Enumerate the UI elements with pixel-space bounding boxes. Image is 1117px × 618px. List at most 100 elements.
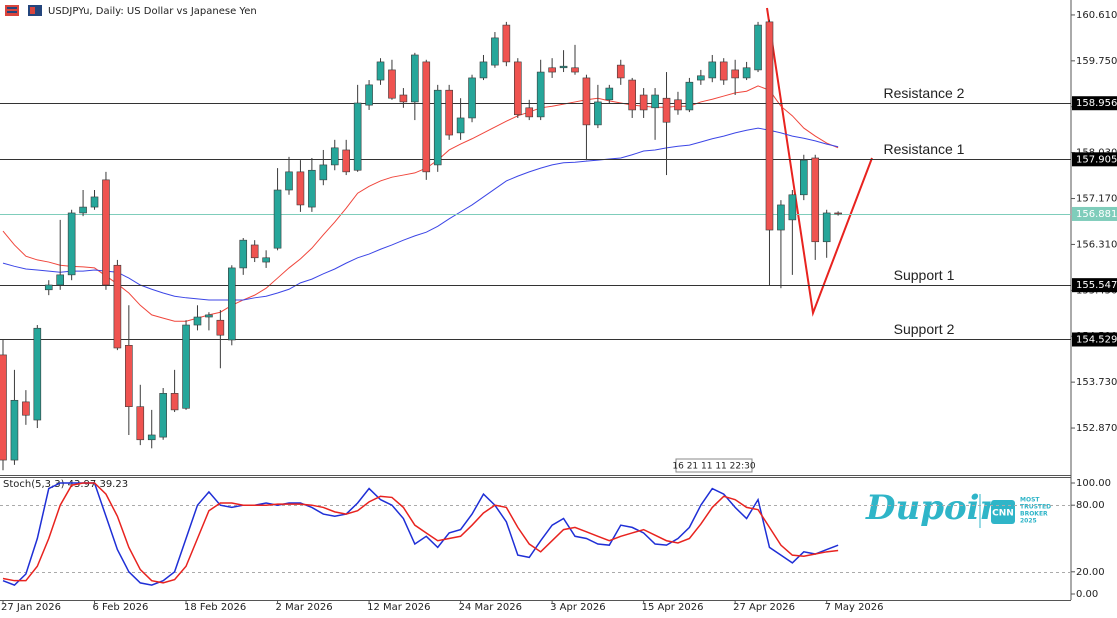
- candle-body: [182, 324, 190, 409]
- candle-body: [22, 401, 30, 416]
- stoch-line: [2, 482, 839, 586]
- time-box: [675, 458, 753, 473]
- current-price-label: 156.881: [1076, 209, 1117, 220]
- chart-title: USDJPYu, Daily: US Dollar vs Japanese Ye…: [48, 6, 257, 17]
- candle-body: [353, 102, 362, 171]
- icon: [7, 11, 17, 13]
- candle-body: [754, 24, 762, 71]
- main-panel: [0, 19, 1071, 471]
- candle-body: [548, 67, 556, 73]
- candle-body: [90, 196, 99, 208]
- zigzag-drawing: [766, 7, 873, 317]
- candle-body: [571, 67, 579, 73]
- candle-body: [159, 393, 167, 438]
- candle-body: [822, 212, 831, 243]
- candle-body: [365, 84, 373, 106]
- candle-body: [685, 81, 694, 111]
- candle-body: [525, 107, 534, 118]
- candle-body: [719, 61, 728, 81]
- symbol-icons: [5, 5, 42, 16]
- logo-tagline: 2025: [1020, 518, 1037, 525]
- logo-brand: Dupoin: [865, 488, 1004, 528]
- time-box-label: 16 21 11 11 22:30: [672, 462, 755, 472]
- stoch-line: [2, 482, 839, 584]
- icon: [30, 7, 35, 14]
- candle-body: [811, 157, 820, 243]
- candle-body: [628, 79, 637, 111]
- candle-body: [330, 147, 339, 166]
- y-tick-label: 80.00: [1076, 500, 1105, 511]
- x-tick-label: 2 Mar 2026: [276, 602, 333, 613]
- candle-body: [342, 149, 351, 173]
- candle-body: [616, 64, 625, 79]
- candle-body: [239, 239, 248, 269]
- level-price-label: 158.956: [1076, 98, 1117, 109]
- icon: [7, 7, 17, 9]
- candle-body: [10, 399, 19, 461]
- y-tick-label: 160.610: [1076, 10, 1117, 21]
- candle-body: [376, 61, 385, 81]
- candle-body: [788, 194, 797, 221]
- candle-body: [651, 94, 659, 109]
- level-price-box: [1072, 152, 1117, 167]
- candle-body: [399, 94, 408, 103]
- candle-body: [834, 212, 842, 215]
- candle-body: [491, 37, 499, 66]
- level-price-label: 155.547: [1076, 280, 1117, 291]
- y-tick-label: 20.00: [1076, 567, 1105, 578]
- candle-body: [79, 206, 87, 214]
- candle-body: [674, 99, 682, 111]
- level-name: Support 1: [894, 267, 955, 283]
- candle-body: [433, 89, 442, 166]
- y-tick-label: 159.750: [1076, 56, 1117, 67]
- logo-tagline: MOST: [1020, 497, 1040, 504]
- y-tick-label: 153.730: [1076, 377, 1117, 388]
- candle-body: [445, 89, 453, 136]
- level-name: Resistance 2: [884, 85, 965, 101]
- candle-body: [502, 24, 511, 63]
- y-tick-label: 157.170: [1076, 194, 1117, 205]
- x-tick-label: 7 May 2026: [825, 602, 884, 613]
- candle-body: [594, 101, 602, 126]
- stoch-panel: [0, 482, 1071, 586]
- candle-body: [170, 393, 179, 411]
- x-tick-label: 3 Apr 2026: [550, 602, 605, 613]
- moving-average: [2, 85, 839, 322]
- candle-body: [479, 61, 488, 79]
- x-tick-label: 27 Jan 2026: [1, 602, 61, 613]
- candle-body: [228, 267, 236, 341]
- indicator-title: Stoch(5,3,3) 43.97 39.23: [3, 479, 128, 490]
- candle-body: [113, 264, 122, 349]
- candle-body: [731, 69, 739, 79]
- level-price-box: [1072, 278, 1117, 293]
- candle-body: [250, 244, 259, 259]
- candle-body: [102, 179, 110, 286]
- level-price-label: 154.529: [1076, 334, 1117, 345]
- candle-body: [205, 314, 213, 318]
- candle-body: [468, 77, 476, 119]
- logo-tagline: TRUSTED: [1020, 504, 1051, 511]
- x-tick-label: 24 Mar 2026: [459, 602, 522, 613]
- candle-body: [319, 164, 328, 181]
- candle-body: [559, 65, 568, 69]
- candle-body: [44, 284, 53, 291]
- level-price-box: [1072, 96, 1117, 111]
- y-tick-label: 152.870: [1076, 423, 1117, 434]
- candle-body: [799, 159, 808, 196]
- candle-body: [0, 354, 7, 461]
- candle-body: [308, 169, 316, 208]
- candle-body: [639, 94, 648, 111]
- logo-badge: CNN: [992, 509, 1014, 519]
- x-tick-label: 27 Apr 2026: [733, 602, 795, 613]
- candle-body: [708, 61, 717, 79]
- candle-body: [147, 434, 156, 441]
- candle-body: [742, 67, 751, 79]
- logo-tagline: BROKER: [1020, 511, 1048, 518]
- level-price-box: [1072, 332, 1117, 347]
- candle-body: [777, 204, 785, 231]
- icon: [5, 5, 19, 16]
- x-tick-label: 12 Mar 2026: [367, 602, 430, 613]
- x-tick-label: 18 Feb 2026: [184, 602, 246, 613]
